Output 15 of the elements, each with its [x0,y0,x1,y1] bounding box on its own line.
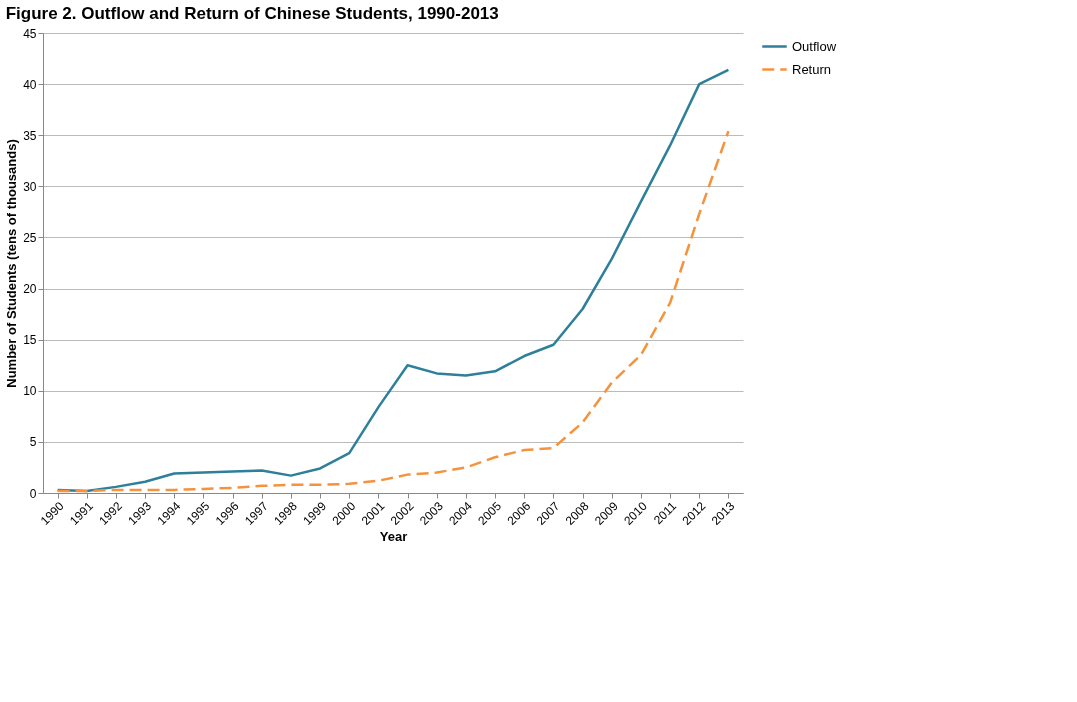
y-axis-title: Number of Students (tens of thousands) [4,139,20,388]
y-tick-label: 40 [23,77,37,92]
x-axis-title: Year [379,529,408,545]
legend-label: Outflow [792,38,837,54]
y-tick-label: 30 [23,179,37,194]
y-tick-label: 35 [23,128,37,143]
y-tick-label: 45 [23,26,37,41]
legend-label: Return [792,61,832,77]
y-tick-label: 5 [29,435,37,450]
chart-title: Figure 2. Outflow and Return of Chinese Students, 1990-2013 [5,4,499,23]
y-tick-label: 10 [23,384,37,399]
y-tick-label: 20 [23,282,37,297]
y-tick-label: 0 [29,486,37,501]
y-tick-label: 15 [23,333,37,348]
y-tick-label: 25 [23,230,37,245]
